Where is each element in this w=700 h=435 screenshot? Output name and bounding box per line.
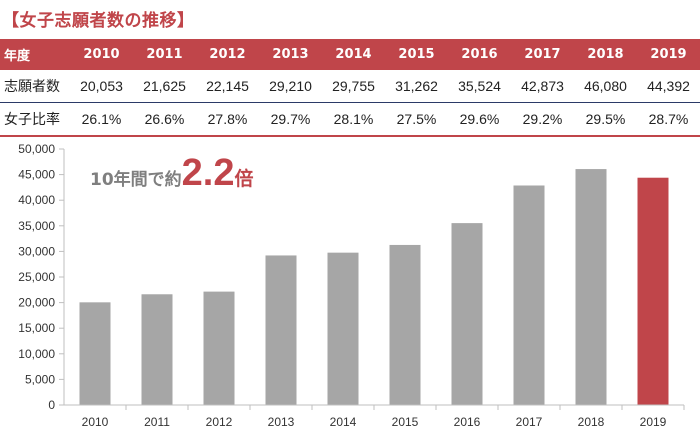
x-tick-label: 2019 (640, 415, 667, 429)
year-header: 2015 (385, 39, 448, 70)
table-cell: 29.2% (511, 102, 574, 137)
y-axis: 0 5,000 10,000 15,000 20,000 25,000 30,000 35,0… (18, 142, 65, 412)
table-cell: 42,873 (511, 70, 574, 103)
year-header: 2017 (511, 39, 574, 70)
growth-callout: 10年間で約2.2倍 (90, 152, 254, 195)
y-tick-label: 35,000 (18, 219, 55, 233)
bar-2017 (513, 185, 545, 405)
table-row-applicants: 志願者数 20,053 21,625 22,145 29,210 29,755 … (0, 70, 700, 103)
bar-series (79, 169, 669, 405)
bar-2014 (327, 252, 359, 405)
year-header: 2013 (259, 39, 322, 70)
x-tick-label: 2017 (516, 415, 543, 429)
year-header: 2019 (637, 39, 700, 70)
table-cell: 26.1% (70, 102, 133, 137)
table-cell: 27.8% (196, 102, 259, 137)
table-cell: 29.6% (448, 102, 511, 137)
bar-2015 (389, 244, 421, 405)
table-cell: 44,392 (637, 70, 700, 103)
bar-2013 (265, 255, 297, 405)
callout-prefix: 10年間で約 (90, 170, 182, 190)
bar-2010 (79, 302, 111, 405)
bar-chart: 0 5,000 10,000 15,000 20,000 25,000 30,000 35,0… (18, 142, 685, 429)
header-label: 年度 (0, 39, 70, 70)
y-tick-label: 10,000 (18, 347, 55, 361)
bar-2019 (637, 177, 669, 405)
x-tick-label: 2012 (206, 415, 233, 429)
bar-2016 (451, 223, 483, 405)
y-tick-label: 25,000 (18, 270, 55, 284)
x-tick-label: 2010 (82, 415, 109, 429)
x-tick-label: 2015 (392, 415, 419, 429)
table-cell: 29,210 (259, 70, 322, 103)
x-tick-label: 2013 (268, 415, 295, 429)
year-header: 2012 (196, 39, 259, 70)
row-label: 志願者数 (0, 70, 70, 103)
bar-2012 (203, 291, 235, 405)
x-tick-label: 2016 (454, 415, 481, 429)
table-cell: 20,053 (70, 70, 133, 103)
table-row-female-ratio: 女子比率 26.1% 26.6% 27.8% 29.7% 28.1% 27.5%… (0, 102, 700, 137)
y-tick-label: 20,000 (18, 296, 55, 310)
table-cell: 28.7% (637, 102, 700, 137)
table-cell: 46,080 (574, 70, 637, 103)
y-tick-label: 0 (48, 398, 55, 412)
data-table: 年度 2010 2011 2012 2013 2014 2015 2016 20… (0, 39, 700, 137)
year-header: 2018 (574, 39, 637, 70)
table-cell: 29.5% (574, 102, 637, 137)
y-tick-label: 15,000 (18, 321, 55, 335)
table-cell: 22,145 (196, 70, 259, 103)
y-tick-label: 40,000 (18, 193, 55, 207)
table-header-row: 年度 2010 2011 2012 2013 2014 2015 2016 20… (0, 39, 700, 70)
callout-value: 2.2 (181, 152, 235, 194)
table-cell: 26.6% (133, 102, 196, 137)
table-cell: 35,524 (448, 70, 511, 103)
year-header: 2010 (70, 39, 133, 70)
bar-2011 (141, 294, 173, 405)
table-cell: 29.7% (259, 102, 322, 137)
y-tick-label: 30,000 (18, 244, 55, 258)
callout-suffix: 倍 (234, 168, 254, 190)
page-title: 【女子志願者数の推移】 (2, 11, 195, 31)
table-cell: 31,262 (385, 70, 448, 103)
table-cell: 21,625 (133, 70, 196, 103)
x-tick-label: 2014 (330, 415, 357, 429)
x-tick-label: 2018 (578, 415, 605, 429)
table-cell: 29,755 (322, 70, 385, 103)
y-tick-label: 5,000 (25, 372, 55, 386)
year-header: 2011 (133, 39, 196, 70)
y-tick-label: 45,000 (18, 168, 55, 182)
row-label: 女子比率 (0, 102, 70, 137)
y-tick-label: 50,000 (18, 142, 55, 156)
table-cell: 27.5% (385, 102, 448, 137)
x-axis: 2010 2011 2012 2013 2014 2015 2016 2017 2018 2019 (64, 404, 685, 429)
year-header: 2016 (448, 39, 511, 70)
table-cell: 28.1% (322, 102, 385, 137)
year-header: 2014 (322, 39, 385, 70)
x-tick-label: 2011 (144, 415, 170, 429)
bar-2018 (575, 169, 607, 405)
